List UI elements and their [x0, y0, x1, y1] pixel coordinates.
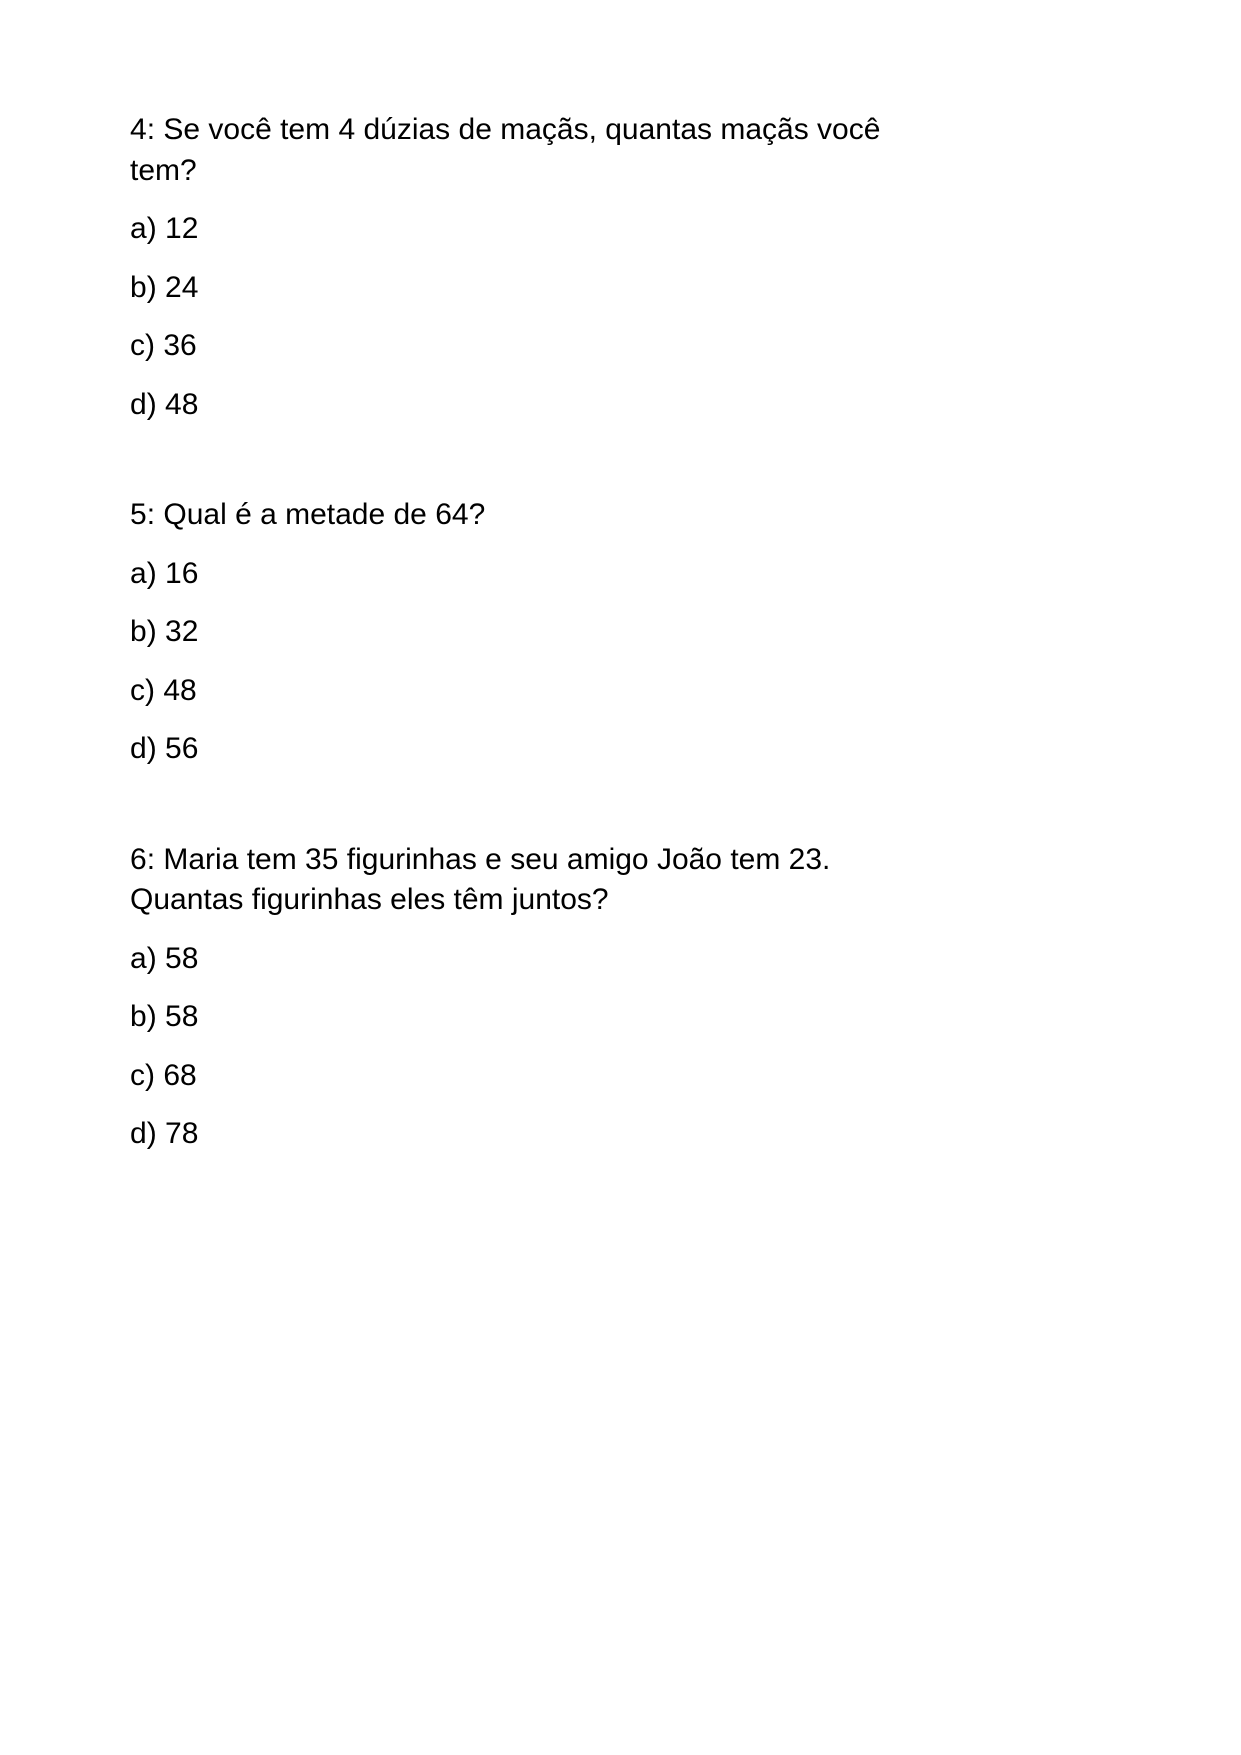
option: a) 16 — [130, 554, 1111, 595]
option: c) 36 — [130, 326, 1111, 367]
option-letter: a — [130, 557, 147, 590]
option-value: 24 — [165, 271, 198, 304]
option-letter: c — [130, 1059, 145, 1092]
option: d) 48 — [130, 385, 1111, 426]
option-letter: d — [130, 1117, 147, 1150]
option-letter: b — [130, 615, 147, 648]
option: d) 78 — [130, 1114, 1111, 1155]
option: d) 56 — [130, 729, 1111, 770]
option-letter: c — [130, 329, 145, 362]
option-letter: d — [130, 388, 147, 421]
question-block: 5: Qual é a metade de 64? a) 16 b) 32 c)… — [130, 495, 1111, 770]
option-value: 58 — [165, 942, 198, 975]
option: b) 24 — [130, 268, 1111, 309]
option-value: 36 — [163, 329, 196, 362]
question-text: 5: Qual é a metade de 64? — [130, 495, 890, 536]
question-body: Maria tem 35 figurinhas e seu amigo João… — [130, 843, 830, 917]
option-value: 68 — [163, 1059, 196, 1092]
question-block: 6: Maria tem 35 figurinhas e seu amigo J… — [130, 840, 1111, 1155]
option-letter: c — [130, 674, 145, 707]
option-value: 58 — [165, 1000, 198, 1033]
option-value: 48 — [163, 674, 196, 707]
option: a) 58 — [130, 939, 1111, 980]
option: b) 58 — [130, 997, 1111, 1038]
option-letter: a — [130, 942, 147, 975]
option: c) 68 — [130, 1056, 1111, 1097]
option: c) 48 — [130, 671, 1111, 712]
question-number: 5 — [130, 498, 147, 531]
question-body: Qual é a metade de 64? — [163, 498, 485, 531]
option-value: 12 — [165, 212, 198, 245]
option-value: 78 — [165, 1117, 198, 1150]
question-block: 4: Se você tem 4 dúzias de maçãs, quanta… — [130, 110, 1111, 425]
question-text: 4: Se você tem 4 dúzias de maçãs, quanta… — [130, 110, 890, 191]
question-number: 6 — [130, 843, 147, 876]
question-number: 4 — [130, 113, 147, 146]
option-value: 16 — [165, 557, 198, 590]
question-text: 6: Maria tem 35 figurinhas e seu amigo J… — [130, 840, 890, 921]
option-value: 56 — [165, 732, 198, 765]
option-letter: b — [130, 1000, 147, 1033]
option: b) 32 — [130, 612, 1111, 653]
option-value: 48 — [165, 388, 198, 421]
option-letter: d — [130, 732, 147, 765]
document-page: 4: Se você tem 4 dúzias de maçãs, quanta… — [0, 0, 1241, 1155]
option-letter: b — [130, 271, 147, 304]
option-letter: a — [130, 212, 147, 245]
option: a) 12 — [130, 209, 1111, 250]
question-body: Se você tem 4 dúzias de maçãs, quantas m… — [130, 113, 880, 187]
option-value: 32 — [165, 615, 198, 648]
